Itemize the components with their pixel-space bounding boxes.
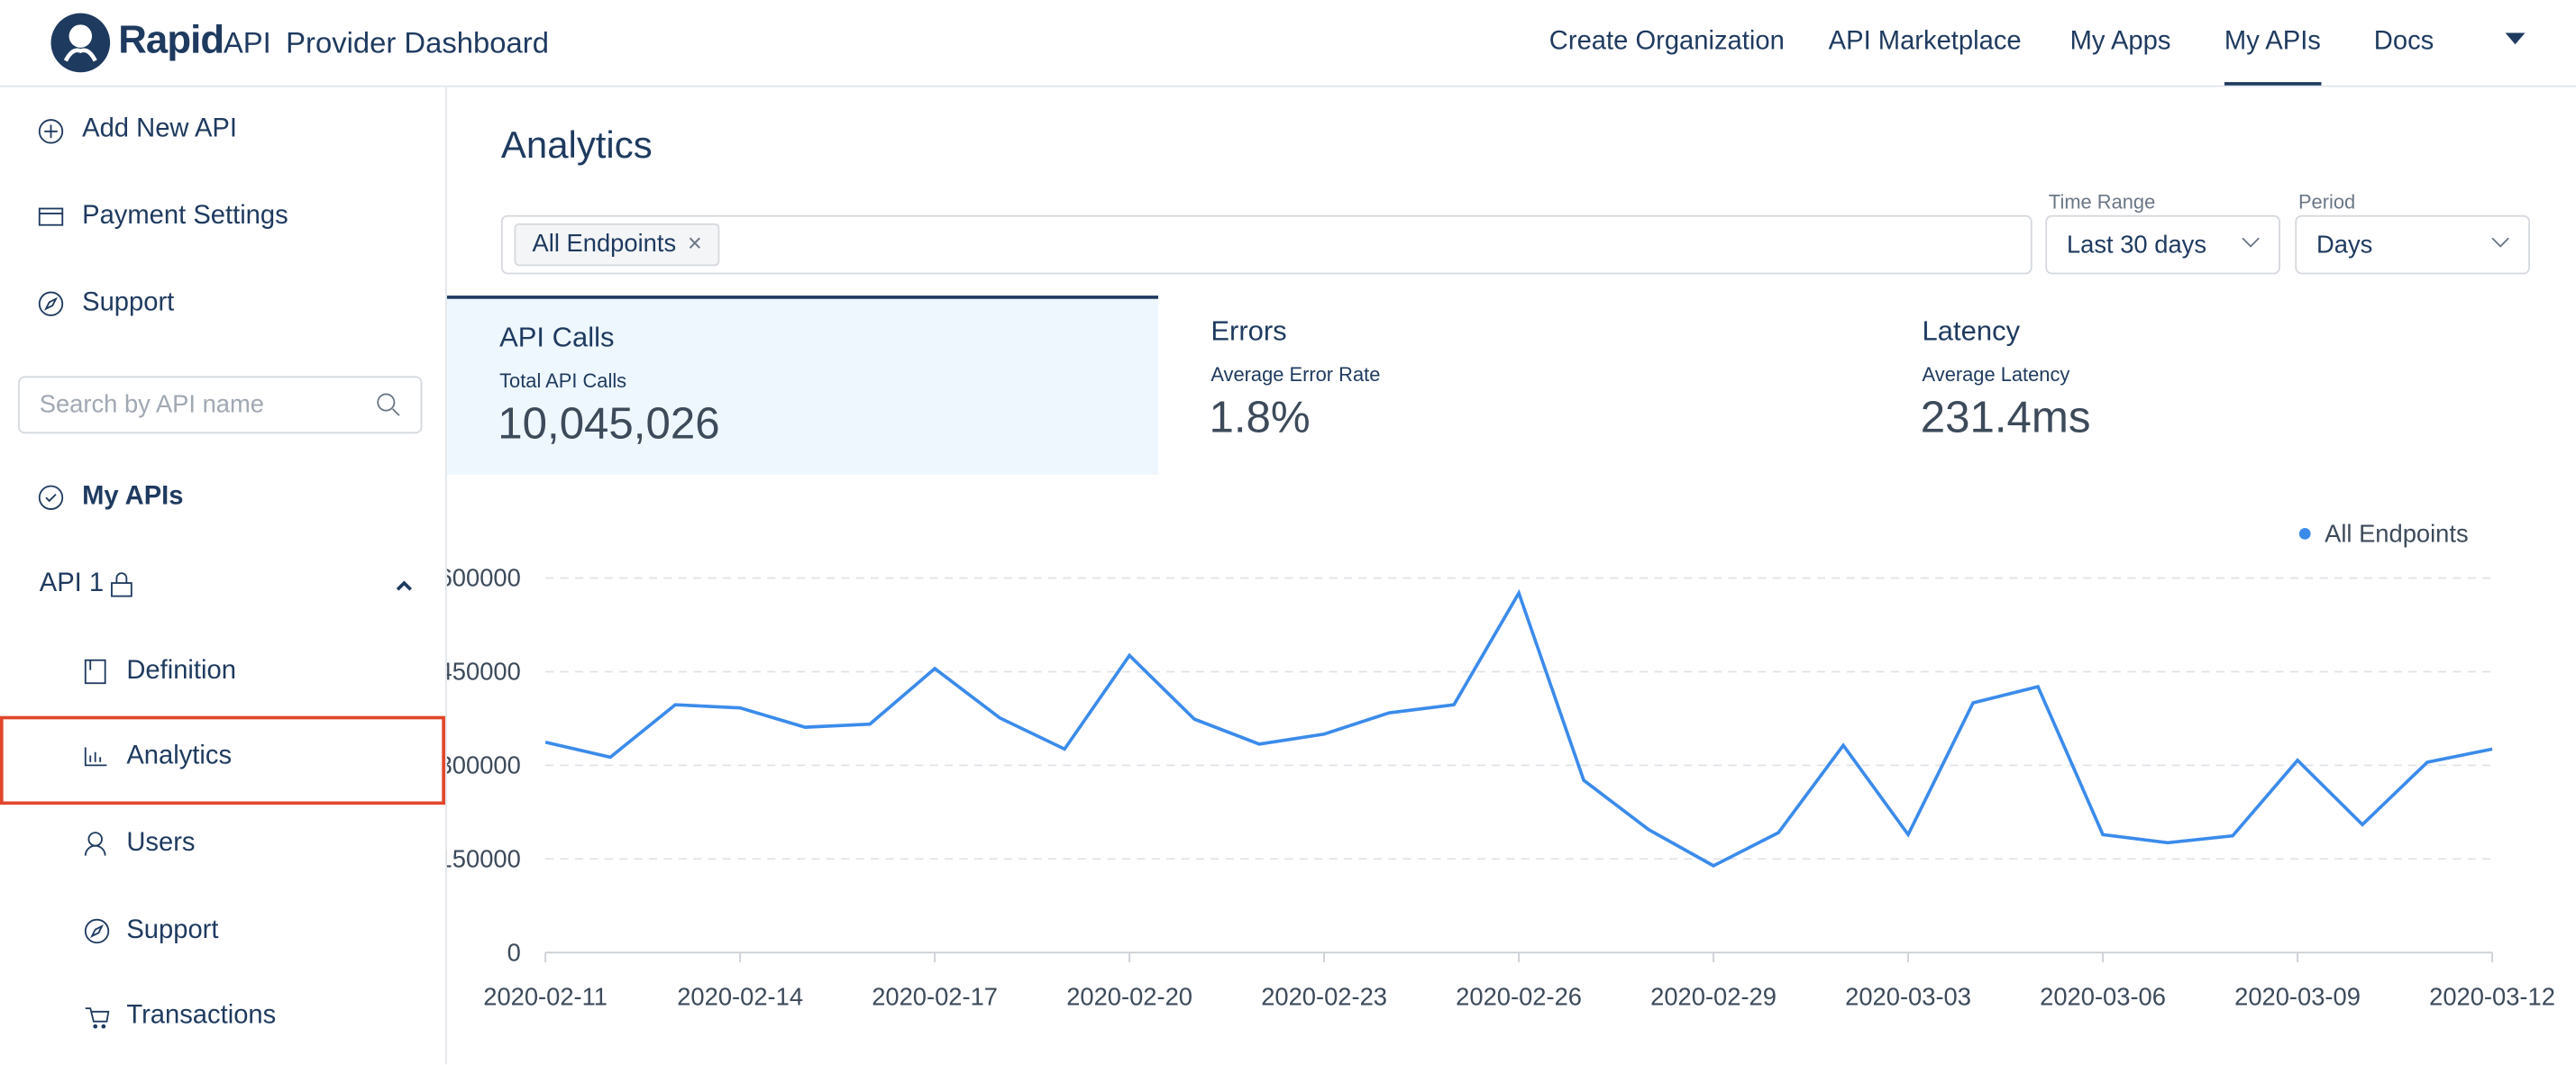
time-range-select[interactable]: Last 30 days [2045, 214, 2280, 275]
metric-subtitle: Average Error Rate [1210, 362, 1381, 387]
endpoint-filter[interactable]: All Endpoints × [500, 214, 2032, 275]
sidebar: Add New API Payment Settings Support Sea… [0, 86, 447, 1065]
metric-tile[interactable]: API Calls Total API Calls 10,045,026 [446, 296, 1159, 475]
nav-link[interactable]: API Marketplace [1828, 27, 2022, 56]
sidebar-link[interactable]: Add New API [82, 114, 237, 143]
x-tick-label: 2020-02-14 [677, 982, 803, 1010]
line-series [544, 588, 2493, 868]
collapse-icon[interactable] [394, 578, 414, 592]
page-title: Analytics [500, 123, 653, 167]
chip-remove[interactable]: × [687, 230, 702, 259]
chip-label: All Endpoints [532, 230, 677, 259]
x-tick-label: 2020-02-17 [872, 982, 998, 1010]
metric-tile[interactable]: Latency Average Latency 231.4ms [1869, 296, 2576, 475]
logo-text: Rapid [118, 18, 224, 63]
x-tick-label: 2020-03-12 [2429, 982, 2555, 1010]
chevron [2491, 237, 2509, 248]
x-tick-label: 2020-03-06 [2040, 982, 2166, 1010]
nav-link[interactable]: My Apps [2069, 27, 2171, 56]
sidebar-link[interactable]: Support [126, 916, 219, 945]
icon [38, 207, 64, 226]
icon [38, 485, 64, 510]
nav-link[interactable]: Docs [2373, 27, 2434, 56]
icon [85, 1007, 110, 1029]
field-label: Period [2297, 190, 2356, 214]
sidebar-link[interactable]: Analytics [126, 742, 233, 770]
x-tick-label: 2020-02-26 [1456, 982, 1582, 1010]
metric-subtitle: Average Latency [1922, 362, 2070, 387]
icon [84, 918, 110, 944]
chart: 0 150000 300000 450000 600000 2020-02-11 2020-… [447, 519, 2555, 1010]
select-value: Last 30 days [2066, 232, 2206, 259]
metric-title: Latency [1922, 314, 2021, 347]
legend-marker [2298, 527, 2311, 540]
metric-value: 1.8% [1209, 392, 1311, 442]
logo-icon [50, 13, 111, 73]
y-tick-label: 300000 [447, 751, 521, 778]
user-menu[interactable] [2504, 32, 2527, 48]
icon [84, 747, 107, 767]
nav-link[interactable]: Create Organization [1548, 27, 1785, 56]
search-icon [377, 393, 400, 416]
metric-value: 10,045,026 [498, 398, 720, 449]
chevron [2242, 237, 2260, 248]
x-tick-label: 2020-03-03 [1845, 982, 1971, 1010]
field-label: Time Range [2048, 190, 2156, 214]
api-name[interactable]: API 1 [39, 569, 105, 598]
legend-label: All Endpoints [2325, 519, 2469, 547]
header: Rapid API Provider Dashboard Create Orga… [0, 0, 2576, 87]
x-tick-label: 2020-02-20 [1066, 982, 1192, 1010]
y-tick-label: 450000 [447, 658, 521, 686]
main: Analytics All Endpoints × Time Range Last… [446, 87, 2576, 1065]
sidebar-link[interactable]: Users [126, 829, 196, 858]
x-tick-label: 2020-02-29 [1650, 982, 1777, 1010]
icon [38, 291, 64, 316]
sidebar-heading[interactable]: My APIs [82, 482, 184, 511]
icon [84, 832, 106, 856]
logo-suffix: API [223, 26, 271, 59]
x-tick-label: 2020-02-23 [1261, 982, 1387, 1010]
period-select[interactable]: Days [2295, 214, 2530, 275]
product-name: Provider Dashboard [286, 26, 549, 59]
metric-subtitle: Total API Calls [499, 369, 627, 393]
sidebar-link[interactable]: Transactions [126, 1001, 277, 1030]
x-tick-label: 2020-03-09 [2234, 982, 2361, 1010]
select-value: Days [2316, 232, 2373, 259]
y-tick-label: 150000 [447, 844, 521, 872]
lock-icon [111, 572, 132, 597]
sidebar-link[interactable]: Support [82, 288, 175, 317]
highlight-box [0, 715, 445, 806]
metric-title: Errors [1210, 314, 1287, 347]
search-box[interactable]: Search by API name [18, 376, 423, 434]
icon [38, 119, 64, 144]
y-tick-label: 600000 [447, 564, 521, 592]
x-tick-label: 2020-02-11 [483, 982, 607, 1010]
sidebar-link[interactable]: Payment Settings [82, 202, 288, 231]
icon [84, 659, 106, 685]
filter-chip[interactable]: All Endpoints × [514, 223, 720, 267]
metric-value: 231.4ms [1920, 392, 2091, 442]
metric-title: API Calls [499, 322, 615, 353]
metric-tile[interactable]: Errors Average Error Rate 1.8% [1158, 296, 1869, 475]
y-tick-label: 0 [507, 938, 521, 966]
sidebar-link[interactable]: Definition [126, 657, 236, 686]
nav-link[interactable]: My APIs [2224, 28, 2321, 86]
search-placeholder: Search by API name [39, 390, 264, 419]
